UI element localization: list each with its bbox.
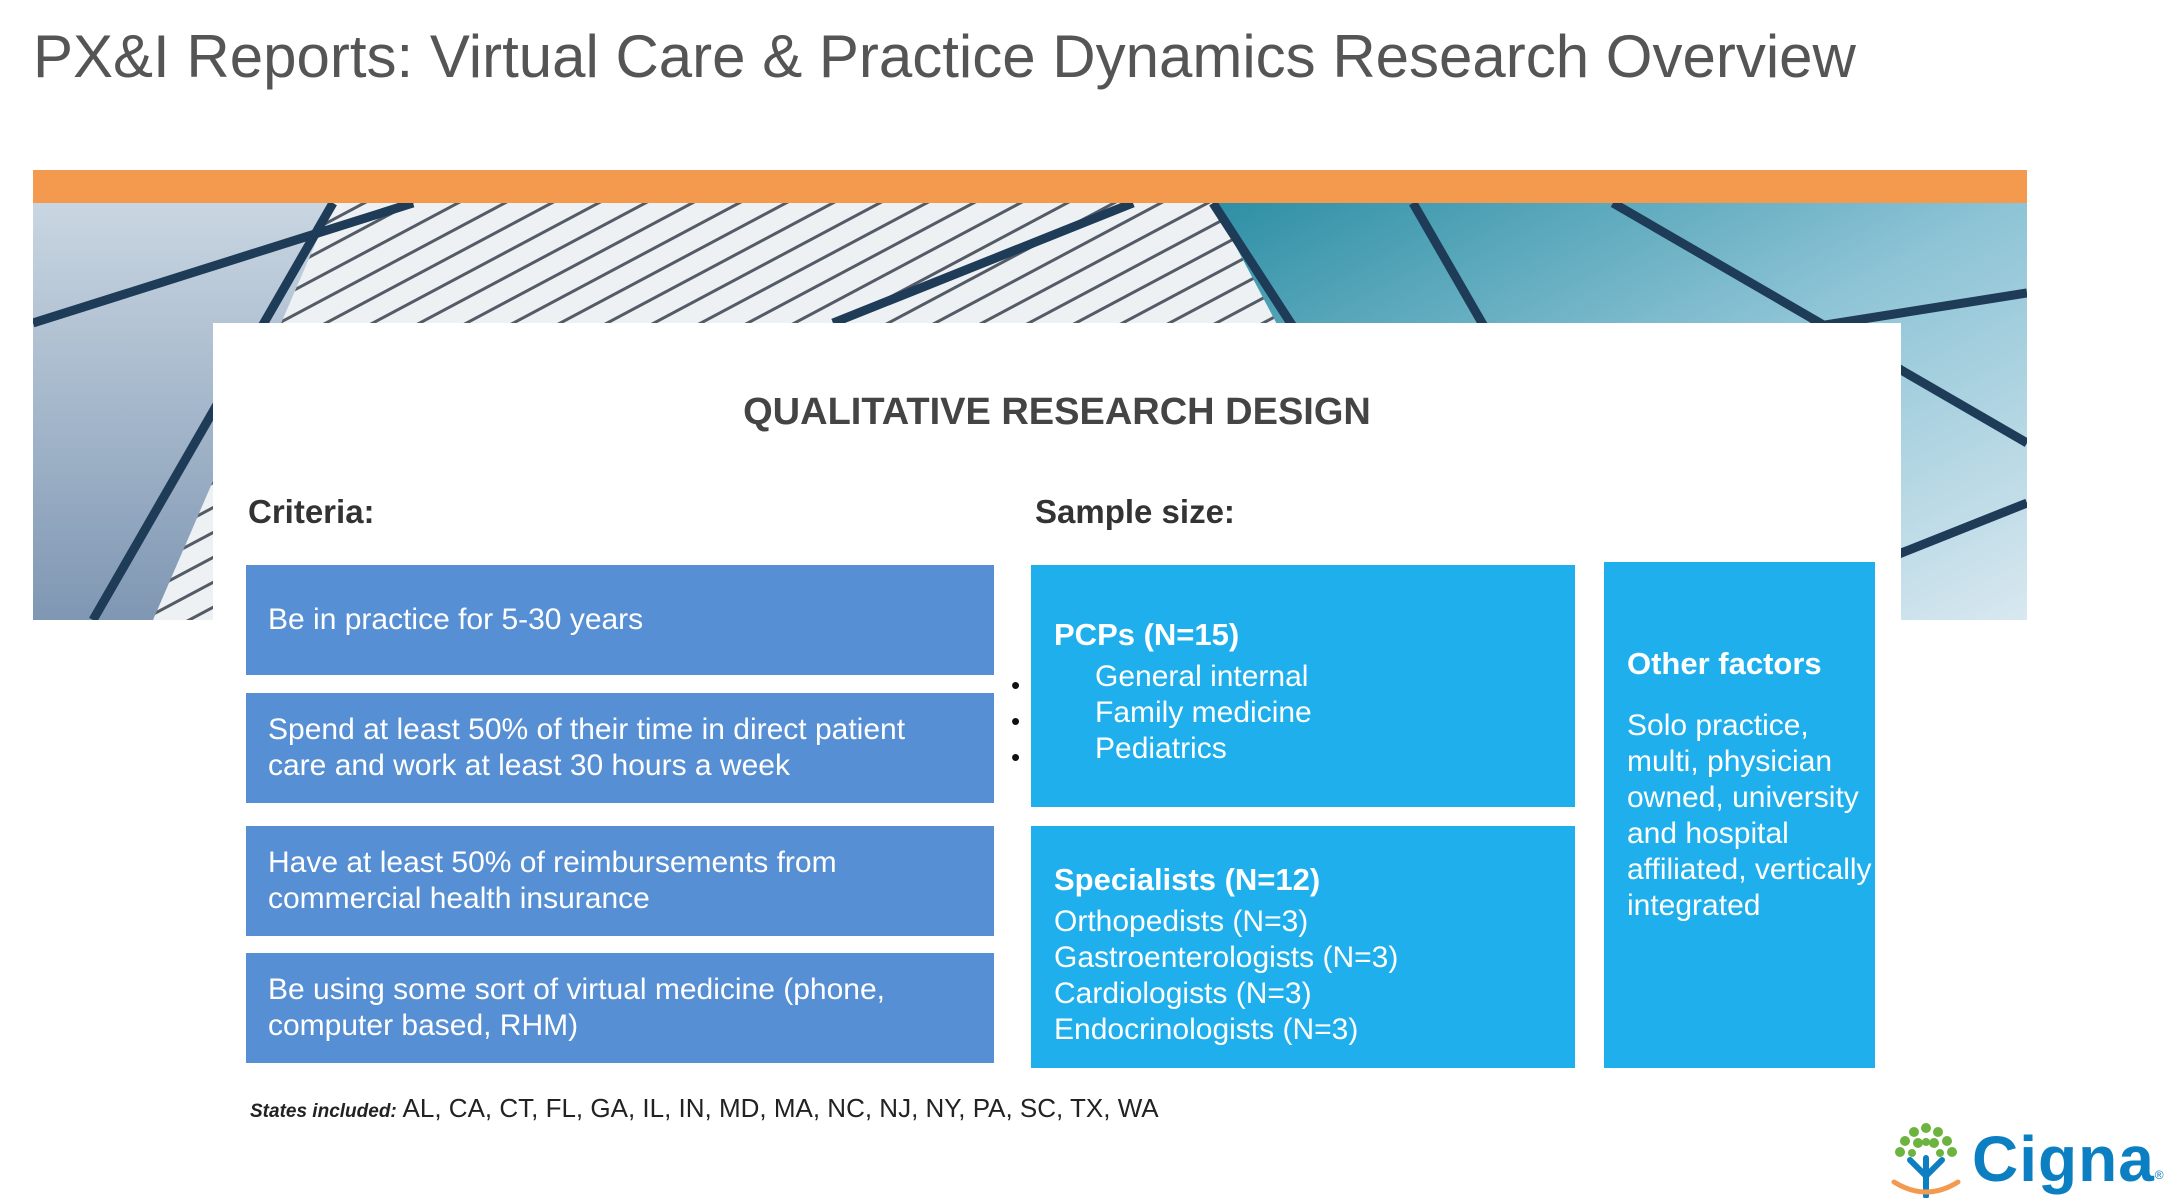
pcp-bullet-list: • • •: [1011, 667, 1020, 775]
cigna-tree-icon: [1891, 1123, 1961, 1198]
other-factors-line: Solo practice,: [1627, 709, 1809, 742]
other-factors-line: and hospital: [1627, 817, 1789, 850]
bullet-icon: •: [1011, 706, 1021, 736]
page-title: PX&I Reports: Virtual Care & Practice Dy…: [33, 23, 1856, 90]
bullet-icon: •: [1011, 670, 1021, 700]
registered-mark: ®: [2154, 1168, 2164, 1182]
criteria-text-line: care and work at least 30 hours a week: [268, 749, 790, 782]
criteria-text-line: computer based, RHM): [268, 1009, 579, 1042]
other-factors-line: owned, university: [1627, 781, 1859, 814]
other-factors-title: Other factors: [1627, 646, 1822, 681]
other-factors-box: Other factors Solo practice, multi, phys…: [1604, 562, 1875, 1068]
other-factors-line: affiliated, vertically: [1627, 853, 1872, 886]
states-included: States included: AL, CA, CT, FL, GA, IL,…: [250, 1093, 1159, 1124]
states-list: AL, CA, CT, FL, GA, IL, IN, MD, MA, NC, …: [402, 1093, 1159, 1123]
pcp-item: Pediatrics: [1095, 732, 1227, 765]
criteria-box: Have at least 50% of reimbursements from…: [246, 826, 994, 936]
criteria-text-line: Be in practice for 5-30 years: [268, 603, 644, 636]
specialists-box: Specialists (N=12) Orthopedists (N=3) Ga…: [1031, 826, 1575, 1068]
logo-wordmark: Cigna: [1972, 1123, 2155, 1195]
sample-size-label: Sample size:: [1035, 493, 1235, 530]
pcps-box: PCPs (N=15) General internal Family medi…: [1031, 565, 1575, 807]
criteria-text-line: Have at least 50% of reimbursements from: [268, 846, 837, 879]
cigna-logo: Cigna ®: [1888, 1120, 2164, 1198]
other-factors-line: integrated: [1627, 889, 1761, 922]
accent-stripe: [33, 170, 2027, 203]
specialists-title: Specialists (N=12): [1054, 862, 1321, 897]
specialist-item: Gastroenterologists (N=3): [1054, 941, 1399, 974]
criteria-text-line: commercial health insurance: [268, 882, 650, 915]
criteria-box: Be in practice for 5-30 years: [246, 565, 994, 675]
criteria-box: Spend at least 50% of their time in dire…: [246, 693, 994, 803]
pcp-item: Family medicine: [1095, 696, 1312, 729]
pcp-item: General internal: [1095, 660, 1309, 693]
design-heading: QUALITATIVE RESEARCH DESIGN: [743, 391, 1371, 433]
specialist-item: Endocrinologists (N=3): [1054, 1013, 1359, 1046]
criteria-box: Be using some sort of virtual medicine (…: [246, 953, 994, 1063]
research-design-card: QUALITATIVE RESEARCH DESIGN Criteria: Sa…: [213, 323, 1901, 1123]
other-factors-line: multi, physician: [1627, 745, 1833, 778]
criteria-text-line: Be using some sort of virtual medicine (…: [268, 973, 885, 1006]
bullet-icon: •: [1011, 742, 1021, 772]
states-label: States included:: [250, 1101, 397, 1122]
specialist-item: Orthopedists (N=3): [1054, 905, 1309, 938]
specialist-item: Cardiologists (N=3): [1054, 977, 1312, 1010]
criteria-label: Criteria:: [248, 493, 375, 530]
criteria-text-line: Spend at least 50% of their time in dire…: [268, 713, 906, 746]
pcps-title: PCPs (N=15): [1054, 617, 1240, 652]
